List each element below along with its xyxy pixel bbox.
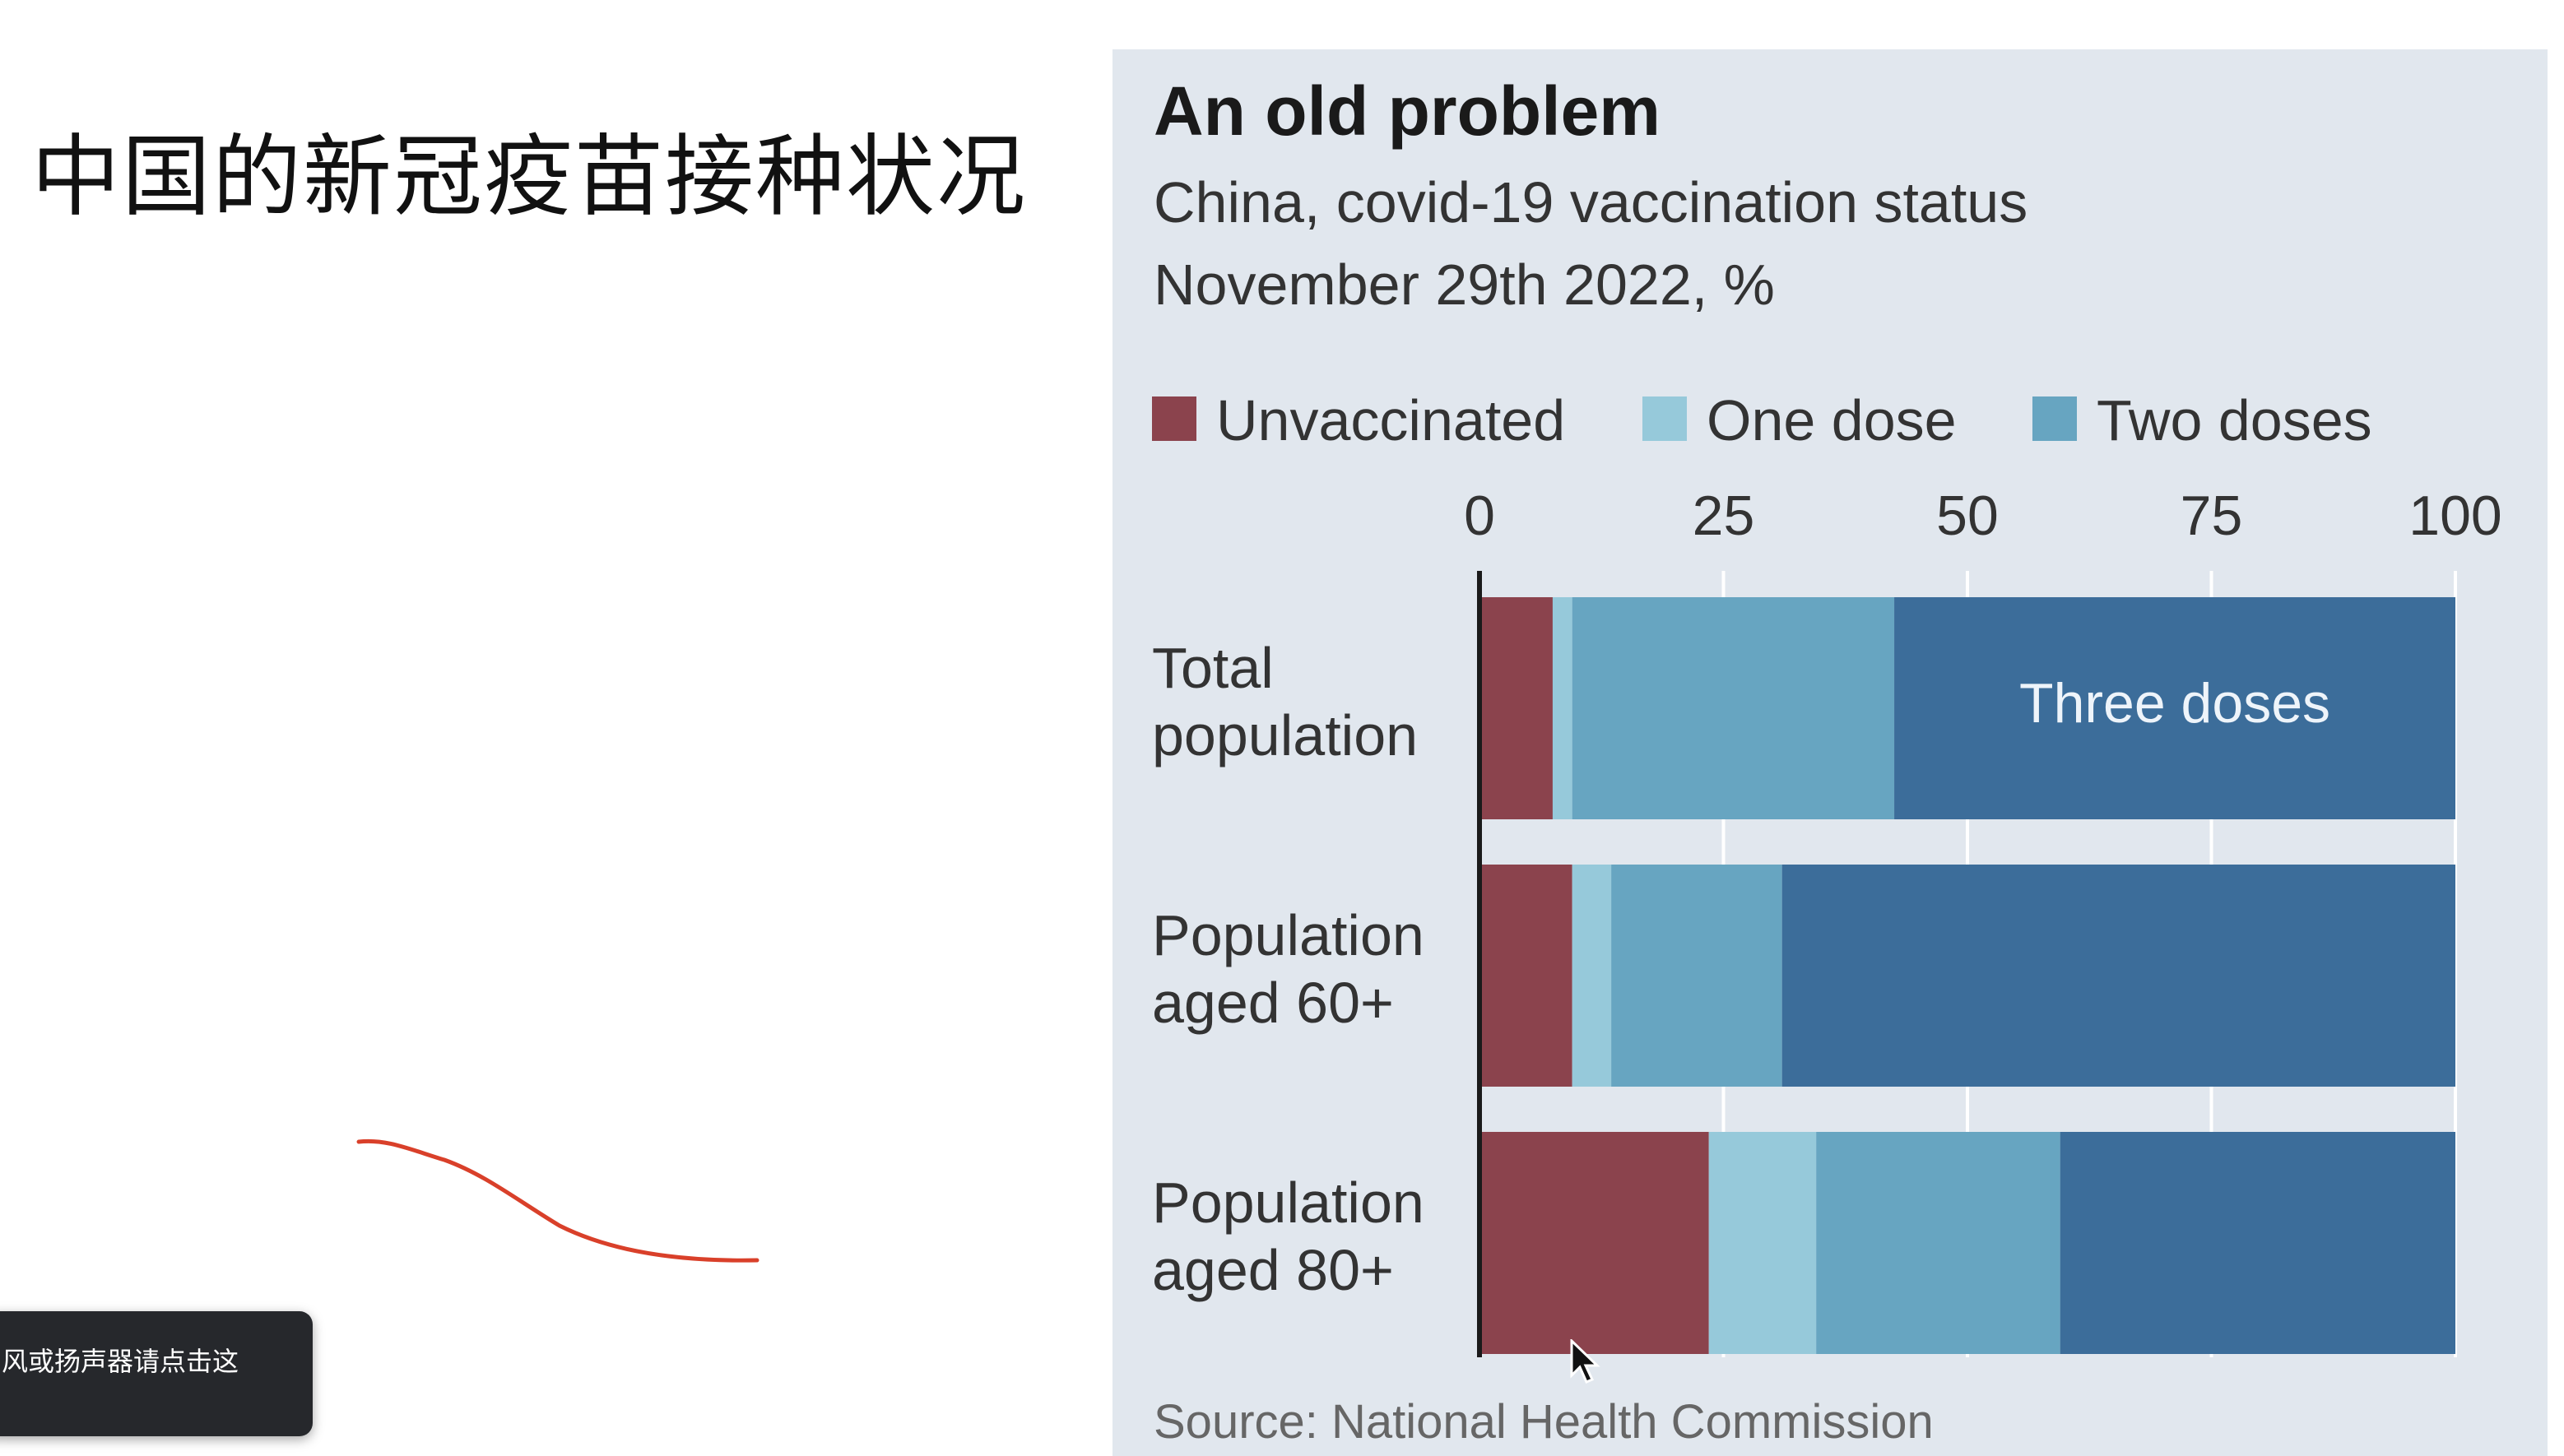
- legend-swatch: [2032, 396, 2077, 441]
- bar-segment: [1572, 865, 1612, 1087]
- category-label: aged 80+: [1152, 1238, 1394, 1302]
- x-tick-label: 75: [2181, 485, 2243, 547]
- bars: Three doses: [1477, 571, 2455, 1357]
- bar-segment: [1572, 597, 1895, 819]
- legend-label: One dose: [1707, 388, 1957, 452]
- legend-label: Two doses: [2097, 388, 2372, 452]
- chart: An old problem China, covid-19 vaccinati…: [1152, 72, 2502, 1449]
- audio-notification-toast[interactable]: 风或扬声器请点击这: [0, 1311, 313, 1436]
- chart-date: November 29th 2022, %: [1154, 253, 1775, 317]
- bar-segment: [1479, 597, 1553, 819]
- category-label: Population: [1152, 1171, 1424, 1235]
- category-label: aged 60+: [1152, 971, 1394, 1035]
- bar-segment: [1479, 865, 1572, 1087]
- chart-source: Source: National Health Commission: [1154, 1395, 1934, 1449]
- x-tick-label: 50: [1936, 485, 1999, 547]
- chart-panel: An old problem China, covid-19 vaccinati…: [1112, 49, 2548, 1456]
- x-tick-label: 100: [2408, 485, 2501, 547]
- slide-title: 中国的新冠疫苗接种状况: [31, 126, 1028, 229]
- x-tick-label: 0: [1464, 485, 1495, 547]
- legend: Unvaccinated One dose Two doses: [1152, 388, 2372, 452]
- bar-segment: [1708, 1132, 1817, 1354]
- chart-title: An old problem: [1154, 72, 1661, 150]
- x-tick-labels: 0 25 50 75 100: [1464, 485, 2502, 547]
- bar-segment: [1479, 1132, 1709, 1354]
- category-label: population: [1152, 703, 1418, 767]
- legend-swatch: [1152, 396, 1196, 441]
- chart-subtitle: China, covid-19 vaccination status: [1154, 170, 2028, 234]
- category-label: Total: [1152, 636, 1274, 700]
- legend-label: Unvaccinated: [1216, 388, 1565, 452]
- bar-segment: [1552, 597, 1572, 819]
- x-tick-label: 25: [1693, 485, 1755, 547]
- mouse-cursor-icon: [1570, 1339, 1600, 1384]
- bar-segment: [1894, 597, 2455, 819]
- legend-swatch: [1642, 396, 1687, 441]
- category-label: Population: [1152, 903, 1424, 967]
- toast-text: 风或扬声器请点击这: [2, 1346, 239, 1377]
- bar-segment: [2060, 1132, 2455, 1354]
- inline-series-label: Three doses: [2019, 672, 2330, 735]
- bar-segment: [1781, 865, 2455, 1087]
- red-pen-annotation: [356, 1138, 759, 1263]
- bar-segment: [1816, 1132, 2060, 1354]
- bar-segment: [1611, 865, 1782, 1087]
